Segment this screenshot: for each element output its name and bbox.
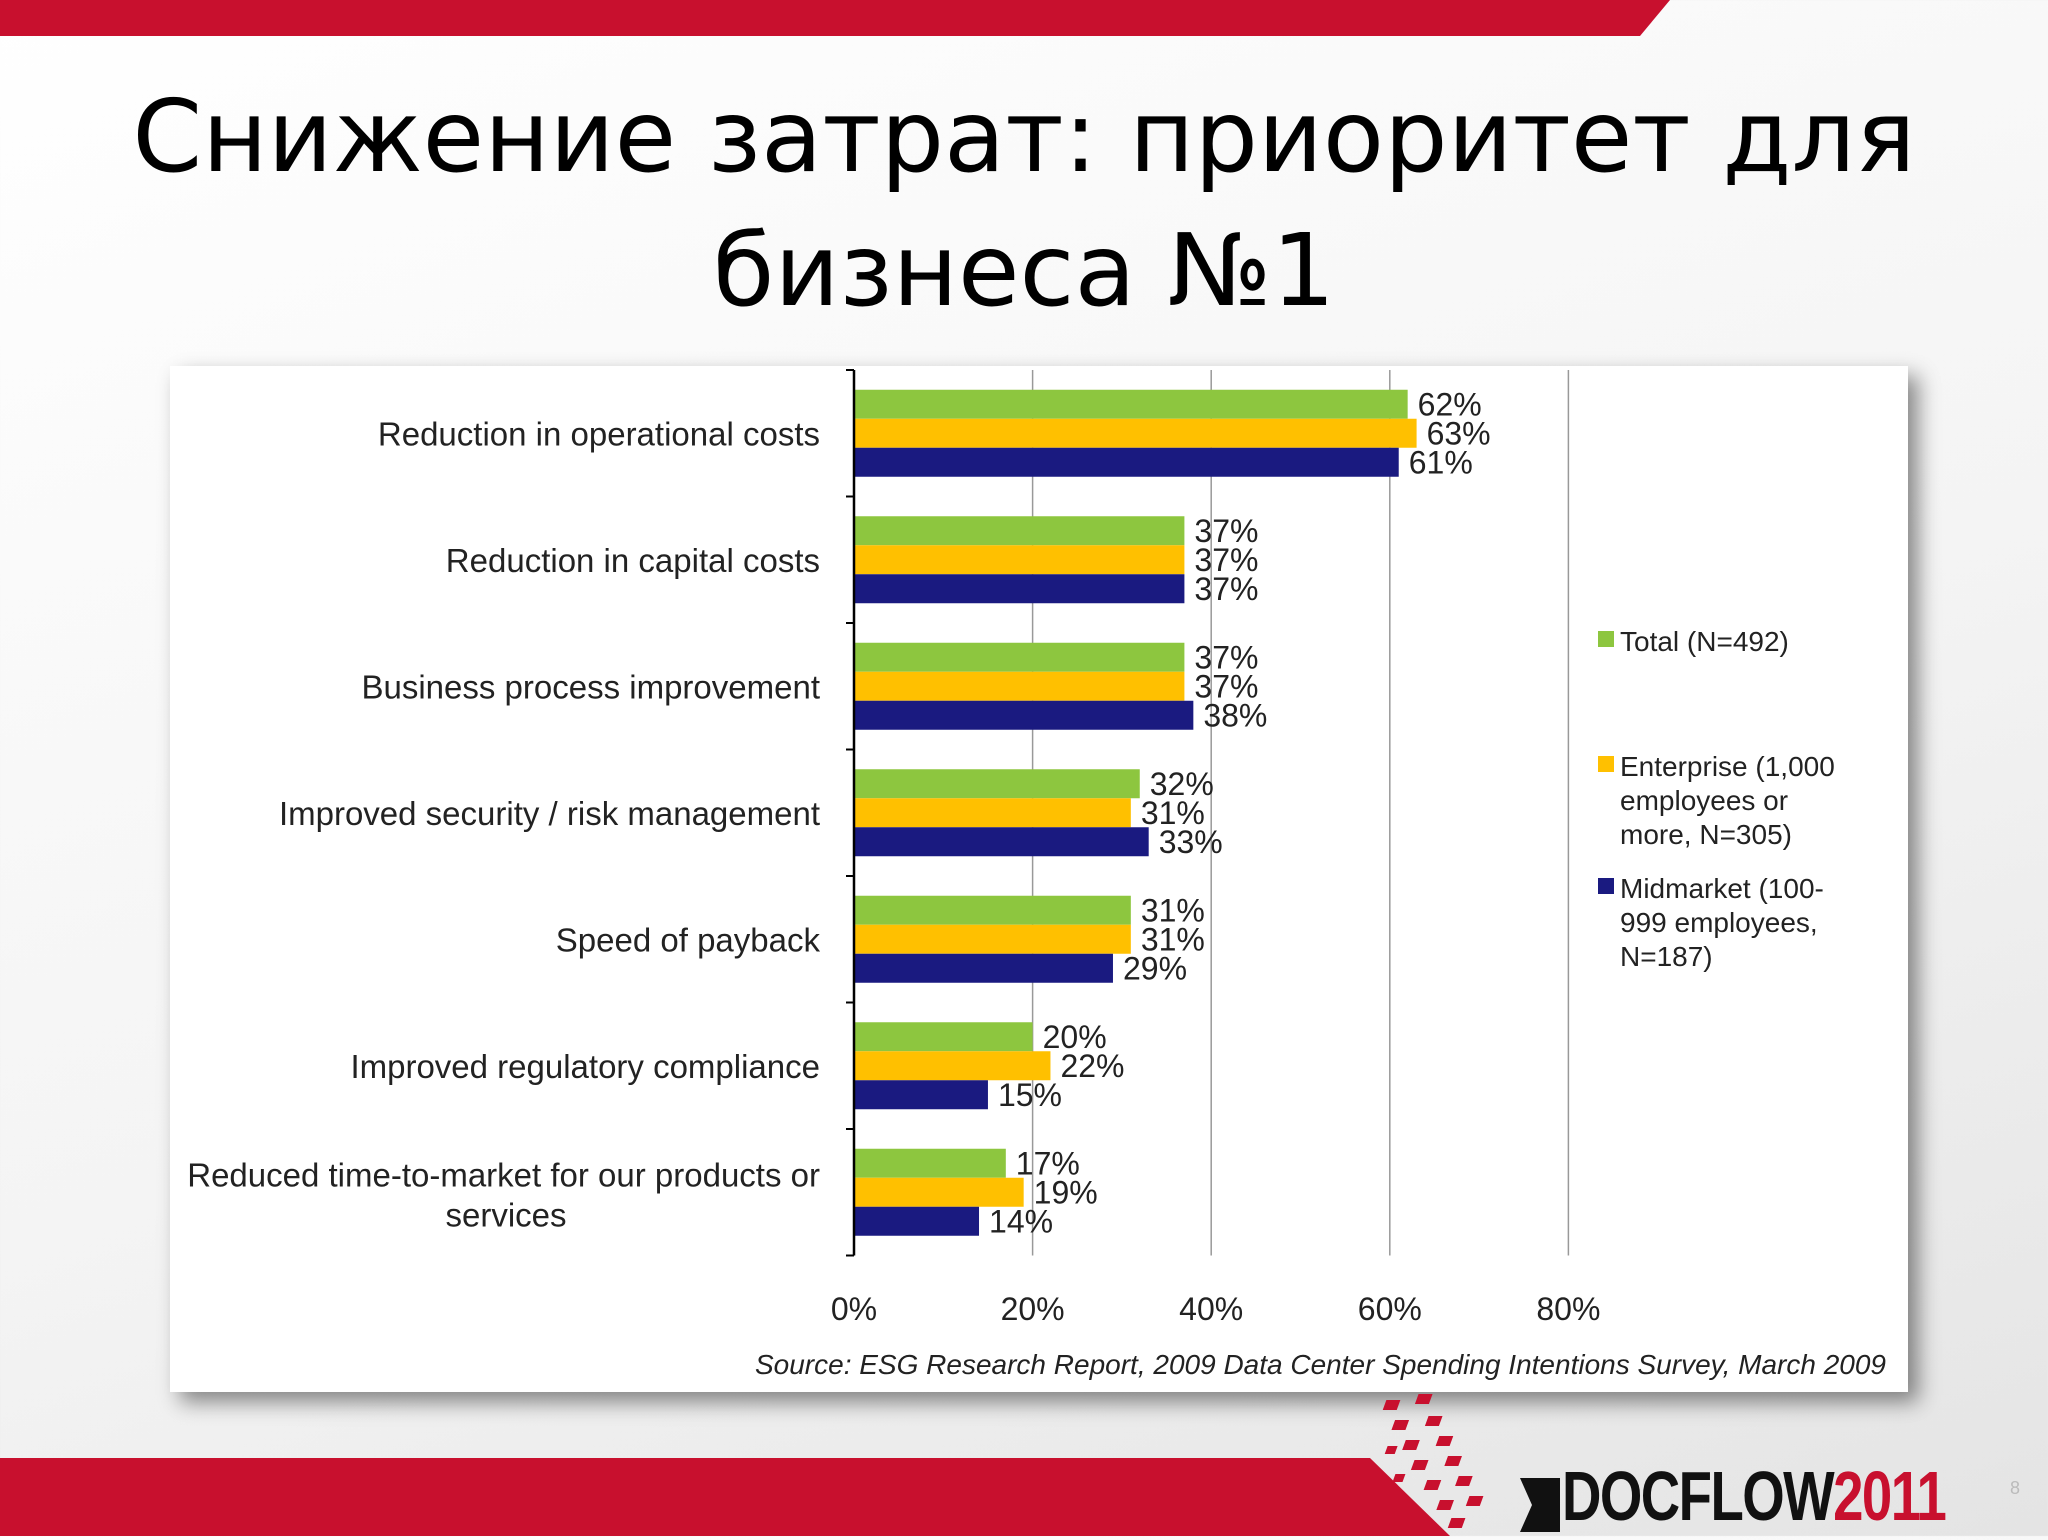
bar bbox=[854, 389, 1408, 419]
legend-entry: Total (N=492) bbox=[1620, 626, 1789, 657]
legend-entry: Enterprise (1,000 employees or more, N=305… bbox=[1620, 751, 1835, 850]
legend-entry: Midmarket (100-999 employees, N=187) bbox=[1620, 873, 1824, 972]
bar bbox=[854, 953, 1113, 983]
bar bbox=[854, 574, 1185, 604]
value-label: 37% bbox=[1194, 571, 1258, 607]
x-tick-label: 80% bbox=[1536, 1291, 1600, 1327]
value-label: 32% bbox=[1150, 766, 1214, 802]
source-note: Source: ESG Research Report, 2009 Data C… bbox=[755, 1349, 1886, 1380]
value-label: 29% bbox=[1123, 950, 1187, 986]
category-label: Reduction in capital costs bbox=[446, 542, 820, 579]
bar bbox=[854, 895, 1131, 925]
category-label: Improved security / risk management bbox=[279, 795, 820, 832]
value-label: 22% bbox=[1060, 1048, 1124, 1084]
bar bbox=[854, 545, 1185, 575]
value-label: 17% bbox=[1016, 1145, 1080, 1181]
category-label: Business process improvement bbox=[361, 668, 820, 705]
bottom-accent-bar bbox=[0, 1458, 1450, 1536]
bar-chart: 62%63%61% Reduction in operational costs 3… bbox=[187, 369, 1886, 1380]
page-number: 8 bbox=[2010, 1478, 2021, 1498]
x-tick-label: 60% bbox=[1358, 1291, 1422, 1327]
value-label: 37% bbox=[1194, 513, 1258, 549]
value-label: 20% bbox=[1043, 1019, 1107, 1055]
value-label: 37% bbox=[1194, 668, 1258, 704]
value-label: 31% bbox=[1141, 795, 1205, 831]
bar bbox=[854, 1022, 1033, 1052]
bar bbox=[854, 924, 1131, 954]
bar bbox=[854, 798, 1131, 828]
value-label: 37% bbox=[1194, 639, 1258, 675]
bar bbox=[854, 516, 1185, 546]
bar bbox=[854, 1080, 988, 1110]
logo-year: 2011 bbox=[1833, 1457, 1947, 1535]
bar bbox=[854, 418, 1417, 448]
legend-swatch bbox=[1598, 756, 1614, 772]
bar bbox=[854, 700, 1194, 730]
legend-swatch bbox=[1598, 878, 1614, 894]
bar bbox=[854, 769, 1140, 799]
value-label: 15% bbox=[998, 1077, 1062, 1113]
chart-card: 62% 63% 61% Reduction in operational costs 3… bbox=[170, 366, 1908, 1392]
bar bbox=[854, 1177, 1024, 1207]
value-label: 19% bbox=[1034, 1174, 1098, 1210]
docflow-logo: DOCFLOW2011 bbox=[1380, 1390, 2040, 1536]
value-label: 31% bbox=[1141, 892, 1205, 928]
category-label: Speed of payback bbox=[556, 921, 821, 958]
logo-mark-icon bbox=[1382, 1394, 1560, 1532]
x-tick-label: 0% bbox=[831, 1291, 877, 1327]
bar bbox=[854, 827, 1149, 857]
value-label: 38% bbox=[1203, 697, 1267, 733]
bar bbox=[854, 1148, 1006, 1178]
bar bbox=[854, 1206, 980, 1236]
slide-title: Снижение затрат: приоритет для бизнеса №… bbox=[132, 78, 1916, 329]
value-label: 33% bbox=[1159, 824, 1223, 860]
value-label: 37% bbox=[1194, 542, 1258, 578]
value-label: 31% bbox=[1141, 921, 1205, 957]
x-tick-label: 20% bbox=[1001, 1291, 1065, 1327]
logo-wordmark: DOCFLOW2011 bbox=[1562, 1457, 1947, 1535]
value-label: 61% bbox=[1409, 444, 1473, 480]
bar bbox=[854, 1051, 1051, 1081]
value-label: 62% bbox=[1418, 386, 1482, 422]
logo-brand: DOCFLOW bbox=[1562, 1457, 1835, 1535]
bar bbox=[854, 642, 1185, 672]
bar bbox=[854, 671, 1185, 701]
value-label: 14% bbox=[989, 1203, 1053, 1239]
legend-swatch bbox=[1598, 631, 1614, 647]
top-accent-bar bbox=[0, 0, 1670, 36]
category-label: services bbox=[445, 1196, 566, 1233]
category-label: Improved regulatory compliance bbox=[350, 1048, 820, 1085]
value-label: 63% bbox=[1427, 415, 1491, 451]
bar bbox=[854, 447, 1399, 477]
x-tick-label: 40% bbox=[1179, 1291, 1243, 1327]
category-label: Reduction in operational costs bbox=[378, 415, 820, 452]
category-label: Reduced time-to-market for our products … bbox=[187, 1156, 820, 1193]
